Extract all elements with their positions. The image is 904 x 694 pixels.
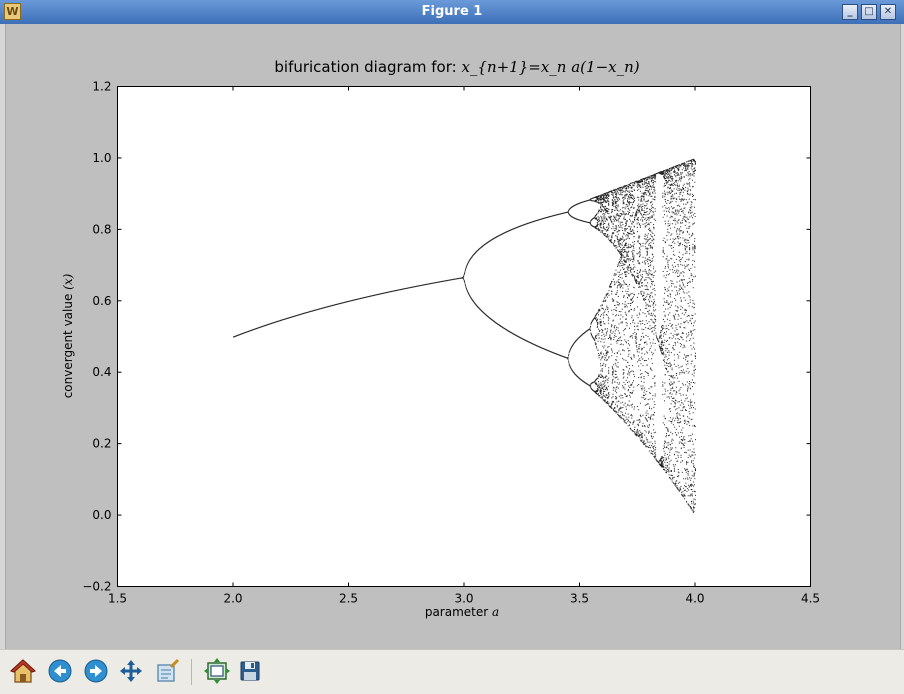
data-points <box>233 158 696 513</box>
x-axis-label: parameter a <box>425 605 499 619</box>
forward-arrow-icon <box>84 659 108 683</box>
home-button[interactable] <box>9 657 37 685</box>
chart-title-equation: x_{n+1}=x_n a(1−x_n) <box>461 58 639 76</box>
bifurcation-chart: bifurication diagram for: x_{n+1}=x_n a(… <box>61 58 820 619</box>
maximize-button[interactable]: □ <box>861 4 877 20</box>
axis-ticks: 1.5 2.0 2.5 3.0 3.5 4.0 4.5 −0.2 0.0 0.2 0.4 0.6 0.8… <box>82 80 820 606</box>
x-tick-label: 3.5 <box>570 592 589 606</box>
navigation-toolbar <box>0 649 904 694</box>
toolbar-separator <box>191 659 192 685</box>
subplots-button[interactable] <box>203 657 231 685</box>
save-button[interactable] <box>236 657 264 685</box>
window-title: Figure 1 <box>421 4 483 19</box>
chart-title-text: bifurication diagram for: <box>274 58 461 76</box>
home-icon <box>10 659 36 683</box>
y-axis-label: convergent value (x) <box>61 273 75 398</box>
y-tick-label: 1.0 <box>92 151 111 165</box>
x-tick-label: 4.5 <box>801 592 820 606</box>
save-icon <box>240 661 260 681</box>
figure-canvas[interactable]: bifurication diagram for: x_{n+1}=x_n a(… <box>5 24 901 649</box>
x-tick-label: 1.5 <box>108 592 127 606</box>
app-icon: W <box>4 3 21 20</box>
x-axis-label-math: a <box>492 605 499 619</box>
y-tick-label: 0.6 <box>92 294 111 308</box>
pan-button[interactable] <box>117 657 145 685</box>
y-tick-label: −0.2 <box>82 580 111 594</box>
x-axis-label-text: parameter <box>425 605 492 619</box>
y-tick-label: 0.4 <box>92 365 111 379</box>
y-tick-label: 0.0 <box>92 508 111 522</box>
move-icon <box>120 660 142 682</box>
x-tick-label: 2.0 <box>223 592 242 606</box>
subplots-icon <box>204 658 230 684</box>
y-tick-label: 0.8 <box>92 222 111 236</box>
x-tick-label: 4.0 <box>685 592 704 606</box>
back-button[interactable] <box>46 657 74 685</box>
x-tick-label: 3.0 <box>454 592 473 606</box>
y-tick-label: 0.2 <box>92 437 111 451</box>
chart-title: bifurication diagram for: x_{n+1}=x_n a(… <box>274 58 639 76</box>
y-tick-label: 1.2 <box>92 80 111 94</box>
window-titlebar: W Figure 1 _ □ ✕ <box>0 0 904 24</box>
zoom-rect-icon <box>157 658 180 682</box>
scatter-points <box>233 158 696 513</box>
zoom-button[interactable] <box>154 657 182 685</box>
y-axis-label-math: (x) <box>61 273 75 289</box>
close-button[interactable]: ✕ <box>880 4 896 20</box>
forward-button[interactable] <box>82 657 110 685</box>
y-axis-label-text: convergent value <box>61 290 75 398</box>
x-tick-label: 2.5 <box>339 592 358 606</box>
back-arrow-icon <box>48 659 72 683</box>
minimize-button[interactable]: _ <box>842 4 858 20</box>
plot-area <box>117 86 811 587</box>
